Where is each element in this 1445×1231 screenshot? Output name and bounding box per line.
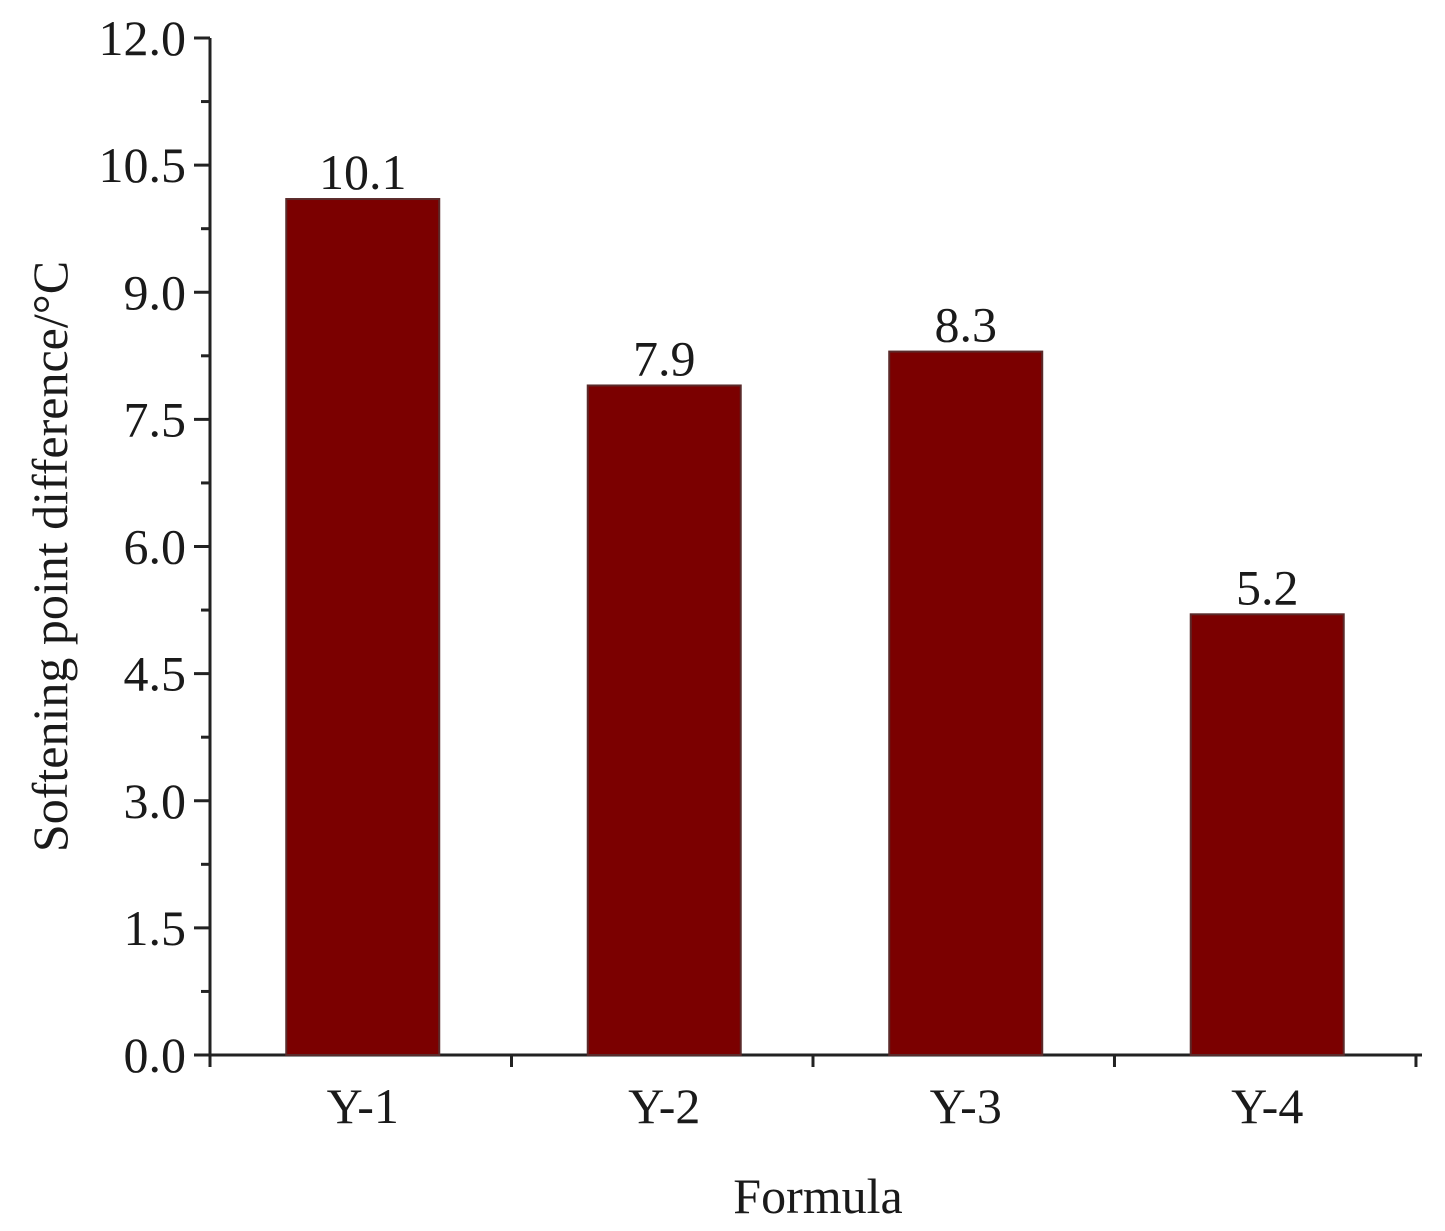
bar-y-4 <box>1189 613 1345 1056</box>
y-tick-label: 7.5 <box>124 391 187 447</box>
x-tick-label: Y-2 <box>628 1078 700 1134</box>
data-label: 10.1 <box>319 144 407 200</box>
y-tick-label: 9.0 <box>124 264 187 320</box>
y-axis: 0.0 1.5 3.0 4.5 6.0 7.5 9.0 10.5 12.0 Softening … <box>22 10 212 1083</box>
x-axis-title: Formula <box>733 1168 902 1224</box>
data-label: 7.9 <box>633 330 696 386</box>
x-tick-label: Y-3 <box>930 1078 1002 1134</box>
y-tick-label: 4.5 <box>124 646 187 702</box>
x-ticks: Y-1 Y-2 Y-3 Y-4 <box>208 1055 1418 1134</box>
y-tick-label: 10.5 <box>99 137 187 193</box>
x-tick-label: Y-1 <box>327 1078 399 1134</box>
y-tick-label: 6.0 <box>124 519 187 575</box>
bar-y-2 <box>586 384 742 1057</box>
data-labels: 10.1 7.9 8.3 5.2 <box>319 144 1298 615</box>
y-ticks: 0.0 1.5 3.0 4.5 6.0 7.5 9.0 10.5 12.0 <box>99 10 210 1083</box>
y-tick-label: 1.5 <box>124 900 187 956</box>
bar-y-3 <box>888 350 1044 1056</box>
data-label: 8.3 <box>934 297 997 353</box>
data-label: 5.2 <box>1236 559 1299 615</box>
bar-y-1 <box>285 198 441 1056</box>
bars <box>285 198 1345 1057</box>
y-tick-label: 0.0 <box>124 1027 187 1083</box>
x-tick-label: Y-4 <box>1231 1078 1303 1134</box>
y-axis-title: Softening point difference/°C <box>22 261 78 852</box>
y-tick-label: 12.0 <box>99 10 187 66</box>
y-tick-label: 3.0 <box>124 773 187 829</box>
x-axis: Y-1 Y-2 Y-3 Y-4 Formula <box>208 1053 1422 1224</box>
